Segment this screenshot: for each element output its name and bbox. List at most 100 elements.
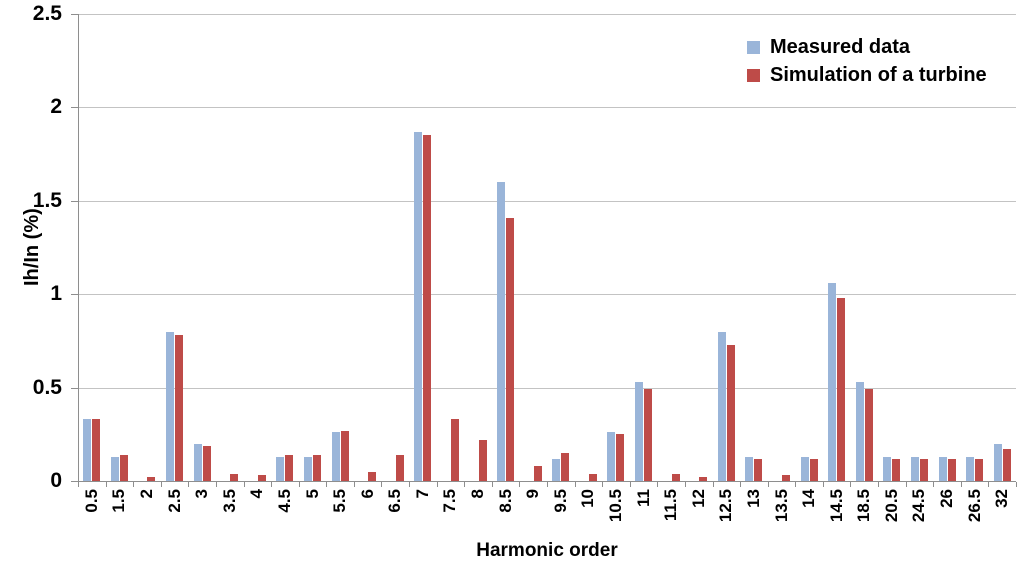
bar-measured-4.5	[276, 456, 285, 481]
x-tick-label-24.5: 24.5	[909, 489, 929, 523]
x-tick-label-9.5: 9.5	[550, 489, 570, 513]
bar-measured-13	[745, 456, 754, 481]
x-tick-label-32: 32	[992, 489, 1012, 508]
x-tick-label-3: 3	[192, 489, 212, 499]
x-tick-mark-23	[713, 482, 714, 487]
x-tick-label-0.5: 0.5	[81, 489, 101, 513]
y-tick-label-1.5: 1.5	[32, 188, 62, 212]
x-tick-label-13.5: 13.5	[771, 489, 791, 523]
x-tick-label-13: 13	[743, 489, 763, 508]
bar-simulation-2.5	[175, 335, 184, 481]
legend-label-measured-data: Measured data	[770, 35, 911, 58]
bar-simulation-13.5	[782, 475, 790, 481]
bar-measured-0.5	[83, 419, 92, 481]
x-tick-mark-1	[106, 482, 107, 487]
x-tick-mark-33	[988, 482, 989, 487]
y-tick-mark-1.5	[71, 200, 78, 202]
bar-simulation-11	[644, 389, 653, 481]
bar-simulation-24.5	[919, 458, 928, 481]
x-tick-label-5.5: 5.5	[330, 489, 350, 513]
gridline-y-0.5	[78, 387, 1016, 389]
x-tick-mark-31	[933, 482, 934, 487]
x-tick-mark-28	[850, 482, 851, 487]
x-tick-mark-0	[78, 482, 79, 487]
x-tick-mark-25	[768, 482, 769, 487]
x-tick-mark-27	[823, 482, 824, 487]
legend: Measured data Simulation of a turbine	[747, 33, 987, 89]
bar-simulation-18.5	[864, 389, 873, 481]
x-tick-mark-12	[409, 482, 410, 487]
bar-simulation-26	[947, 458, 956, 481]
x-tick-label-8: 8	[468, 489, 488, 499]
bar-measured-18.5	[855, 382, 864, 481]
bar-simulation-3	[202, 445, 211, 481]
legend-item-simulation: Simulation of a turbine	[747, 61, 987, 89]
x-tick-label-6.5: 6.5	[385, 489, 405, 513]
x-tick-label-4.5: 4.5	[274, 489, 294, 513]
bar-simulation-26.5	[975, 458, 984, 481]
bar-measured-32	[993, 443, 1002, 481]
x-tick-mark-7	[271, 482, 272, 487]
bar-simulation-7	[423, 135, 432, 481]
x-tick-mark-5	[216, 482, 217, 487]
bar-simulation-2	[147, 477, 156, 481]
y-tick-mark-0	[71, 481, 78, 482]
bar-measured-2.5	[166, 331, 175, 481]
legend-label-simulation: Simulation of a turbine	[770, 63, 987, 86]
bar-measured-3	[193, 443, 202, 481]
bar-measured-8.5	[497, 182, 506, 481]
plot-area	[78, 14, 1016, 481]
bar-simulation-12.5	[726, 344, 735, 481]
y-tick-label-0.5: 0.5	[32, 375, 62, 399]
bar-simulation-20.5	[892, 458, 901, 481]
gridline-y-2	[78, 107, 1016, 109]
y-axis-line	[78, 14, 79, 482]
x-tick-mark-16	[519, 482, 520, 487]
legend-swatch-simulation-icon	[747, 68, 760, 82]
bar-measured-12.5	[717, 331, 726, 481]
bar-simulation-5	[313, 454, 321, 481]
x-tick-label-12.5: 12.5	[716, 489, 736, 523]
bar-simulation-8	[478, 439, 487, 481]
bar-simulation-9.5	[561, 452, 570, 481]
x-tick-mark-15	[492, 482, 493, 487]
x-tick-mark-21	[657, 482, 658, 487]
y-tick-label-2.5: 2.5	[32, 2, 62, 25]
bar-simulation-7.5	[450, 419, 459, 481]
bar-measured-26.5	[966, 456, 975, 481]
x-tick-mark-18	[575, 482, 576, 487]
x-tick-mark-22	[685, 482, 686, 487]
bar-simulation-8.5	[506, 217, 515, 481]
y-tick-label-0: 0	[50, 469, 62, 492]
x-tick-label-12: 12	[688, 489, 708, 508]
x-tick-label-2: 2	[136, 489, 156, 499]
bar-simulation-6	[368, 471, 377, 481]
x-tick-label-7: 7	[412, 489, 432, 499]
bar-measured-14.5	[828, 283, 837, 481]
x-tick-mark-19	[602, 482, 603, 487]
x-tick-label-26.5: 26.5	[964, 489, 984, 523]
y-tick-label-2: 2	[50, 95, 62, 119]
legend-item-measured-data: Measured data	[747, 33, 987, 61]
x-tick-mark-4	[188, 482, 189, 487]
x-tick-mark-29	[878, 482, 879, 487]
bar-simulation-4	[257, 475, 266, 481]
x-tick-label-5: 5	[302, 489, 322, 499]
x-tick-label-7.5: 7.5	[440, 489, 460, 513]
x-tick-mark-10	[354, 482, 355, 487]
x-axis-line	[78, 481, 1016, 482]
bar-simulation-4.5	[285, 454, 294, 481]
bar-measured-7	[414, 131, 423, 481]
x-tick-mark-20	[630, 482, 631, 487]
bar-simulation-11.5	[671, 473, 680, 481]
bar-measured-10.5	[607, 432, 616, 481]
bar-simulation-14	[809, 458, 818, 481]
x-tick-label-11: 11	[633, 489, 653, 507]
x-tick-label-3.5: 3.5	[219, 489, 239, 513]
x-tick-mark-32	[961, 482, 962, 487]
y-axis-title: Ih/In (%)	[21, 208, 43, 287]
x-tick-label-6: 6	[357, 489, 377, 499]
bar-simulation-6.5	[395, 454, 404, 481]
x-tick-mark-2	[133, 482, 134, 487]
